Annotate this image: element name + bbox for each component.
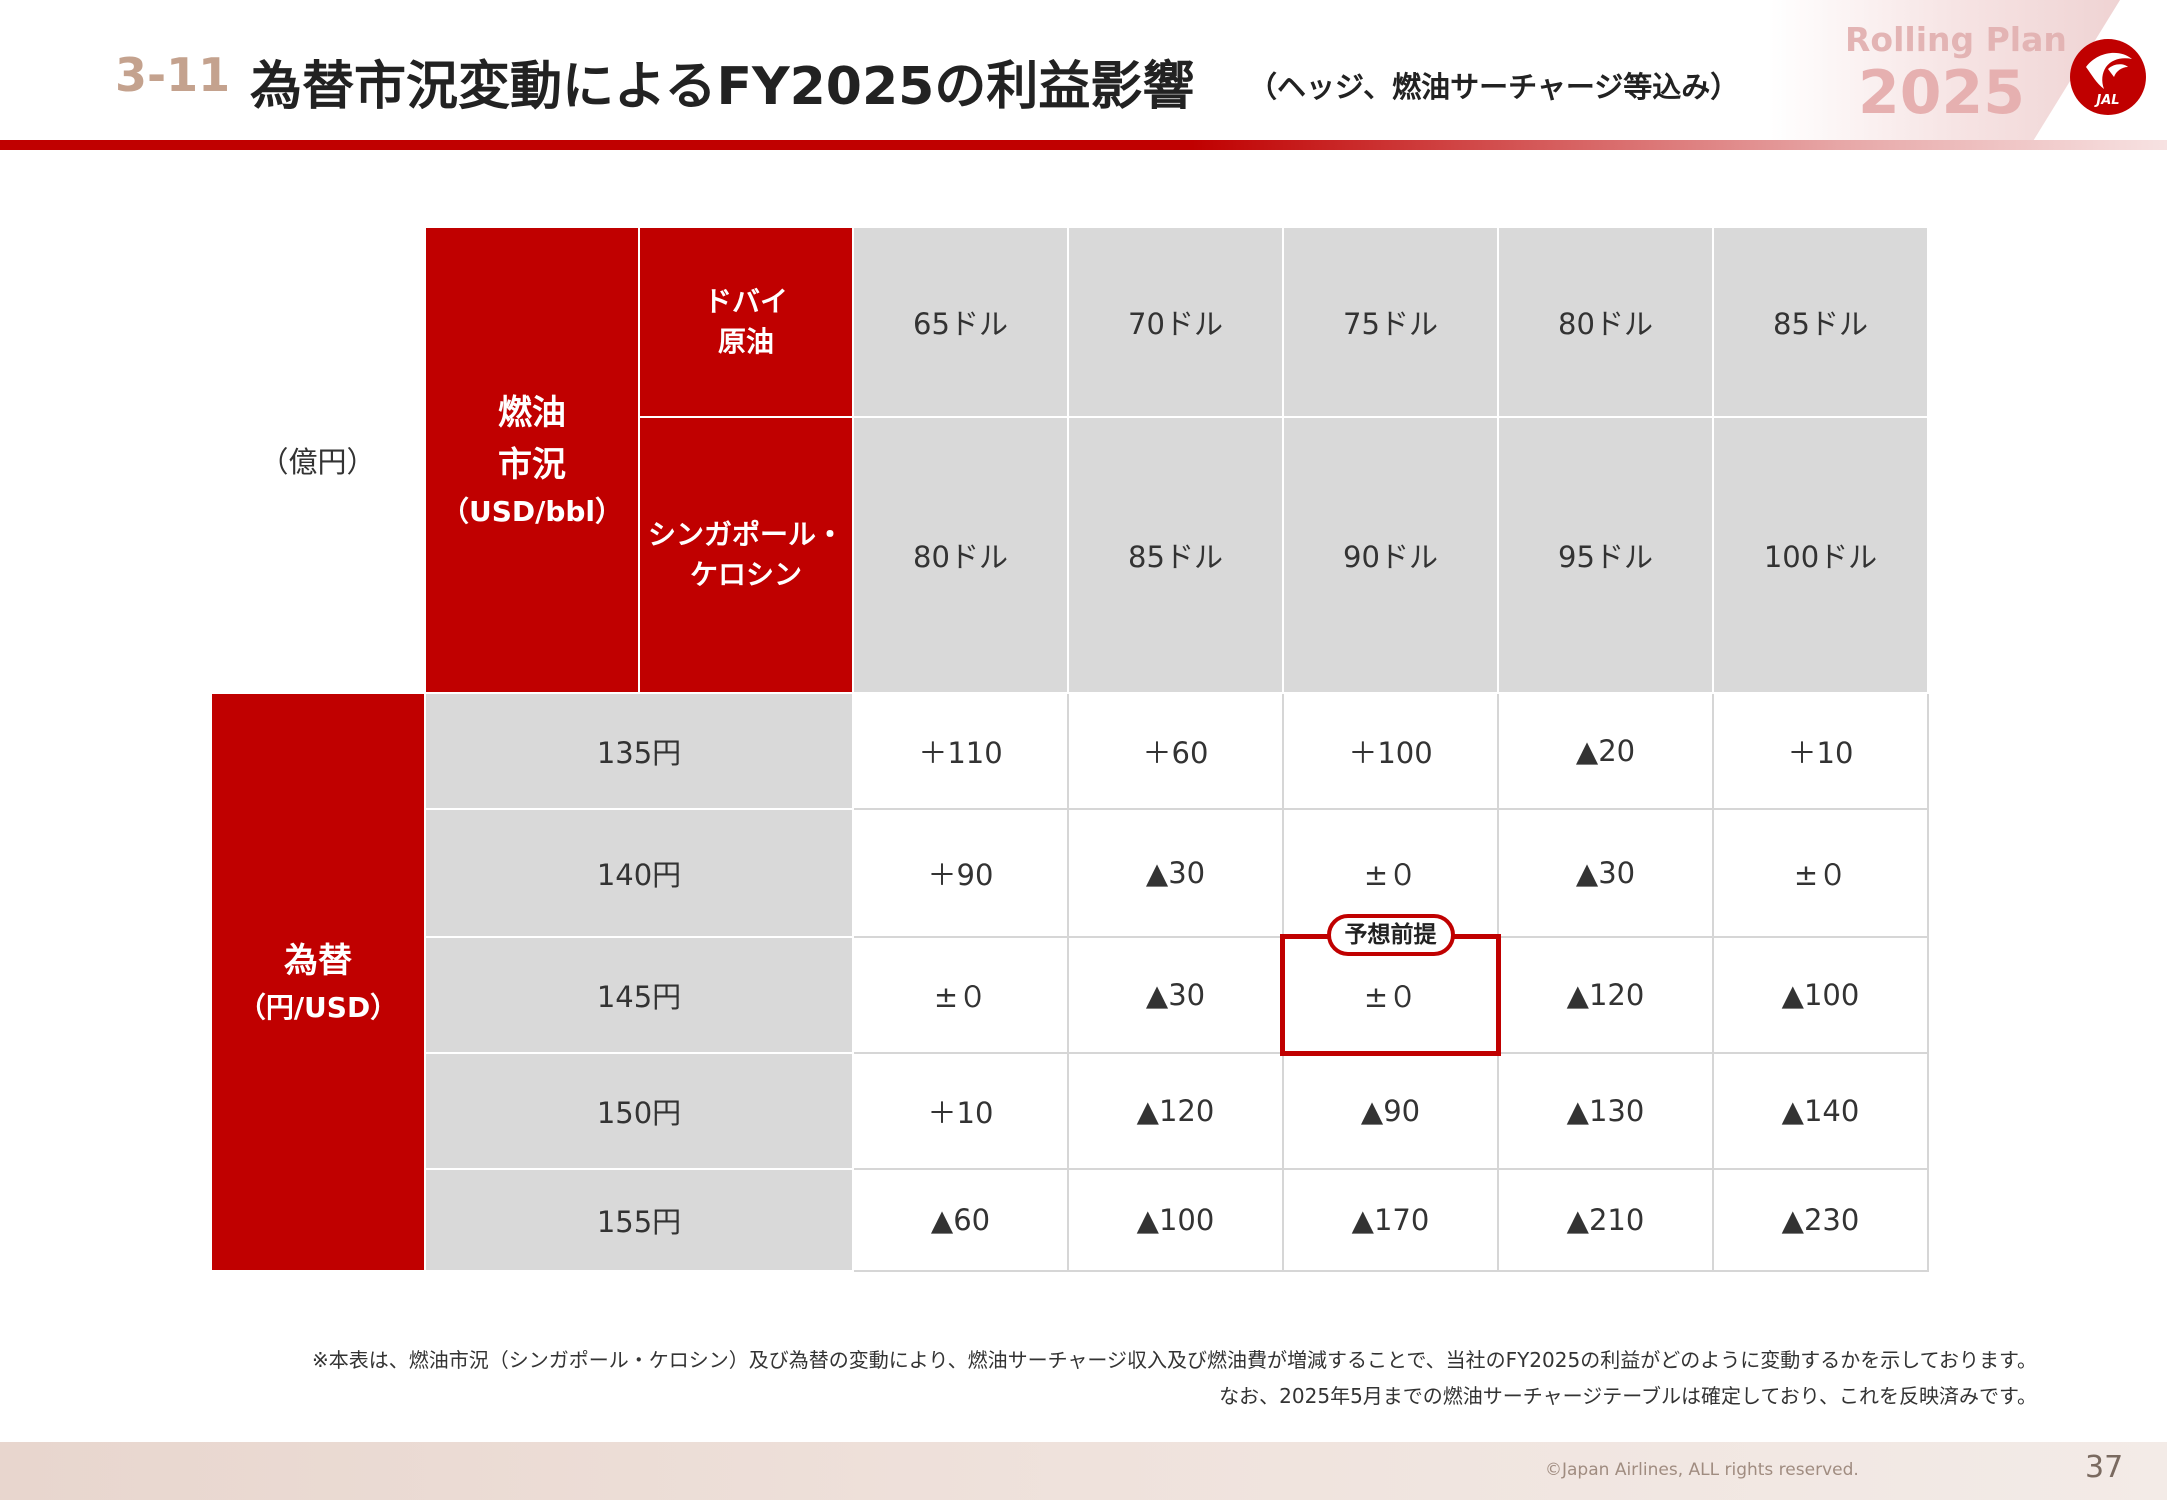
impact-cell: ▲100 [1067,1168,1284,1272]
impact-cell: ▲30 [1497,808,1714,938]
impact-cell: ▲20 [1497,692,1714,810]
dubai-price-cell: 85ドル [1712,226,1929,418]
slide-title: 為替市況変動によるFY2025の利益影響 [250,57,1195,117]
footnote-line1: ※本表は、燃油市況（シンガポール・ケロシン）及び為替の変動により、燃油サーチャー… [312,1348,2037,1372]
impact-cell: ±０ [1282,808,1499,938]
fuel-header-unit: （USD/bbl） [440,495,624,528]
singapore-price-cell: 100ドル [1712,416,1929,694]
table-row: 150円 ＋10 ▲120 ▲90 ▲130 ▲140 [211,1052,1929,1170]
base-case-cell: ±０ 予想前提 [1280,914,1501,1056]
impact-cell: ▲140 [1712,1052,1929,1170]
impact-cell: ▲60 [852,1168,1069,1272]
header-divider [0,140,2167,150]
dubai-price-cell: 80ドル [1497,226,1714,418]
singapore-label-line2: ケロシン [689,558,802,591]
fx-header: 為替 （円/USD） [210,692,426,1272]
fx-rate-cell: 140円 [424,808,854,938]
singapore-price-cell: 95ドル [1497,416,1714,694]
slide-footer: ©Japan Airlines, ALL rights reserved. 37 [0,1442,2167,1500]
unit-label: （億円） [211,227,425,693]
table-row: 為替 （円/USD） 135円 ＋110 ＋60 ＋100 ▲20 ＋10 [210,692,1929,1272]
dubai-price-cell: 75ドル [1282,226,1499,418]
impact-cell: ＋90 [852,808,1069,938]
fuel-market-header: 燃油 市況 （USD/bbl） [424,226,640,694]
impact-cell: ▲230 [1712,1168,1929,1272]
copyright-text: ©Japan Airlines, ALL rights reserved. [1545,1460,1859,1480]
rolling-plan-label: Rolling Plan [1845,20,2067,59]
impact-cell: ＋10 [1712,692,1929,810]
impact-cell: ▲30 [1067,936,1284,1054]
section-number: 3-11 [115,48,231,102]
logo-text: JAL [2093,93,2119,108]
table-row: 155円 ▲60 ▲100 ▲170 ▲210 ▲230 [211,1168,1929,1272]
fx-rate-cell: 145円 [424,936,854,1054]
impact-cell: ±０ [1712,808,1929,938]
dubai-label-line2: 原油 [717,325,774,358]
page-number: 37 [2085,1450,2124,1485]
fuel-header-line2: 市況 [498,445,566,485]
dubai-crude-header: ドバイ 原油 [638,226,854,418]
impact-cell: ＋10 [852,1052,1069,1170]
singapore-price-cell: 80ドル [852,416,1069,694]
dubai-label-line1: ドバイ [703,285,788,318]
impact-cell: ＋110 [852,692,1069,810]
impact-cell: ▲100 [1712,936,1929,1054]
slide-subtitle: （ヘッジ、燃油サーチャージ等込み） [1248,70,1740,104]
singapore-price-cell: 90ドル [1282,416,1499,694]
impact-cell: ＋100 [1282,692,1499,810]
base-case-value: ±０ [1363,980,1418,1014]
fuel-header-line1: 燃油 [498,393,566,433]
fx-header-unit: （円/USD） [237,991,399,1024]
base-case-badge: 予想前提 [1326,914,1455,956]
fx-rate-cell: 150円 [424,1052,854,1170]
impact-cell: ▲120 [1067,1052,1284,1170]
rolling-plan-year: 2025 [1858,58,2025,128]
fx-rate-cell: 135円 [424,692,854,810]
table-row: 140円 ＋90 ▲30 ±０ ▲30 ±０ [211,808,1929,938]
sensitivity-table: （億円） 燃油 市況 （USD/bbl） ドバイ 原油 65ドル 70ドル 75… [210,226,1929,1272]
impact-cell: ▲90 [1282,1052,1499,1170]
dubai-price-cell: 70ドル [1067,226,1284,418]
impact-cell: ＋60 [1067,692,1284,810]
impact-cell: ▲170 [1282,1168,1499,1272]
unit-label-text: （億円） [259,444,376,479]
jal-crane-logo-icon: JAL [2070,39,2146,115]
impact-cell: ±０ [852,936,1069,1054]
impact-cell: ▲130 [1497,1052,1714,1170]
singapore-label-line1: シンガポール・ [647,518,844,551]
footnote-line2: なお、2025年5月までの燃油サーチャージテーブルは確定しており、これを反映済み… [1219,1384,2037,1408]
fx-header-line1: 為替 [284,941,352,981]
impact-cell: ▲210 [1497,1168,1714,1272]
sensitivity-table-wrapper: （億円） 燃油 市況 （USD/bbl） ドバイ 原油 65ドル 70ドル 75… [210,226,1929,1272]
dubai-price-cell: 65ドル [852,226,1069,418]
table-row: 145円 ±０ ▲30 ±０ 予想前提 ▲120 ▲100 [211,914,1929,1056]
singapore-price-cell: 85ドル [1067,416,1284,694]
impact-cell: ▲30 [1067,808,1284,938]
fx-rate-cell: 155円 [424,1168,854,1272]
singapore-kerosene-header: シンガポール・ ケロシン [638,416,854,694]
slide-header: 3-11 為替市況変動によるFY2025の利益影響 （ヘッジ、燃油サーチャージ等… [0,0,2167,150]
impact-cell: ▲120 [1497,936,1714,1054]
